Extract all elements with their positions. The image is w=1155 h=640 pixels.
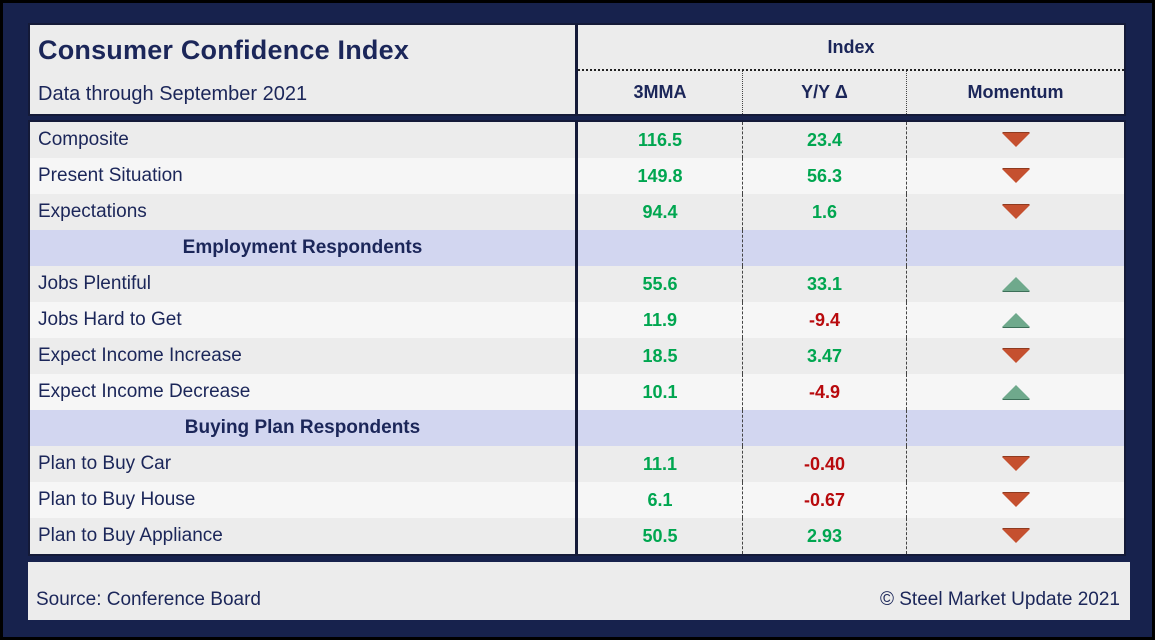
momentum-down-icon bbox=[1001, 169, 1030, 183]
value-yoy: 2.93 bbox=[742, 518, 906, 554]
momentum-up-icon bbox=[1001, 385, 1030, 399]
row-label: Expect Income Decrease bbox=[30, 374, 578, 410]
value-yoy: 1.6 bbox=[742, 194, 906, 230]
index-group-header: Index bbox=[578, 25, 1124, 71]
value-3mma: 10.1 bbox=[642, 381, 678, 402]
momentum-cell bbox=[906, 122, 1124, 158]
momentum-cell bbox=[906, 158, 1124, 194]
table-header: Consumer Confidence Index Data through S… bbox=[28, 23, 1126, 116]
consumer-confidence-table: Consumer Confidence Index Data through S… bbox=[28, 23, 1130, 620]
momentum-down-icon bbox=[1001, 349, 1030, 363]
section-row: Buying Plan Respondents bbox=[30, 410, 1124, 446]
momentum-cell bbox=[906, 338, 1124, 374]
value-yoy: -0.67 bbox=[742, 482, 906, 518]
momentum-cell bbox=[906, 518, 1124, 554]
value-yoy: -0.40 bbox=[742, 446, 906, 482]
table-row: Expect Income Increase 18.5 3.47 bbox=[30, 338, 1124, 374]
momentum-cell bbox=[906, 446, 1124, 482]
value-3mma: 11.9 bbox=[642, 309, 678, 330]
empty-cell bbox=[742, 410, 906, 446]
table-row: Plan to Buy Car 11.1 -0.40 bbox=[30, 446, 1124, 482]
momentum-cell bbox=[906, 482, 1124, 518]
value-3mma: 50.5 bbox=[642, 525, 678, 546]
momentum-down-icon bbox=[1001, 133, 1030, 147]
row-label: Plan to Buy Appliance bbox=[30, 518, 578, 554]
row-label: Expectations bbox=[30, 194, 578, 230]
momentum-cell bbox=[906, 374, 1124, 410]
page-subtitle: Data through September 2021 bbox=[38, 83, 308, 105]
row-label: Jobs Hard to Get bbox=[30, 302, 578, 338]
value-3mma: 116.5 bbox=[637, 129, 683, 150]
title-block: Consumer Confidence Index Data through S… bbox=[30, 25, 578, 114]
value-yoy: -9.4 bbox=[742, 302, 906, 338]
row-label: Composite bbox=[30, 122, 578, 158]
momentum-cell bbox=[906, 194, 1124, 230]
row-label: Plan to Buy House bbox=[30, 482, 578, 518]
table-row: Plan to Buy Appliance 50.5 2.93 bbox=[30, 518, 1124, 554]
empty-cell bbox=[578, 410, 742, 446]
table-row: Expectations 94.4 1.6 bbox=[30, 194, 1124, 230]
section-label: Employment Respondents bbox=[30, 230, 578, 266]
row-label: Plan to Buy Car bbox=[30, 446, 578, 482]
section-row: Employment Respondents bbox=[30, 230, 1124, 266]
empty-cell bbox=[742, 230, 906, 266]
momentum-cell bbox=[906, 266, 1124, 302]
row-label: Expect Income Increase bbox=[30, 338, 578, 374]
table-row: Expect Income Decrease 10.1 -4.9 bbox=[30, 374, 1124, 410]
section-label: Buying Plan Respondents bbox=[30, 410, 578, 446]
source-text: Source: Conference Board bbox=[36, 589, 261, 610]
page-title: Consumer Confidence Index bbox=[38, 35, 410, 65]
empty-cell bbox=[906, 230, 1124, 266]
table-row: Jobs Hard to Get 11.9 -9.4 bbox=[30, 302, 1124, 338]
momentum-down-icon bbox=[1001, 529, 1030, 543]
table-footer: Source: Conference Board © Steel Market … bbox=[28, 562, 1130, 620]
table-row: Composite 116.5 23.4 bbox=[30, 122, 1124, 158]
momentum-down-icon bbox=[1001, 457, 1030, 471]
momentum-cell bbox=[906, 302, 1124, 338]
value-3mma: 11.1 bbox=[642, 453, 678, 474]
value-yoy: 23.4 bbox=[742, 122, 906, 158]
table-row: Present Situation 149.8 56.3 bbox=[30, 158, 1124, 194]
row-label: Jobs Plentiful bbox=[30, 266, 578, 302]
value-3mma: 94.4 bbox=[642, 201, 678, 222]
value-3mma: 18.5 bbox=[642, 345, 678, 366]
value-yoy: 56.3 bbox=[742, 158, 906, 194]
row-label: Present Situation bbox=[30, 158, 578, 194]
momentum-up-icon bbox=[1001, 313, 1030, 327]
value-yoy: -4.9 bbox=[742, 374, 906, 410]
column-headers: 3MMA Y/Y Δ Momentum bbox=[578, 71, 1124, 114]
table-body: Composite 116.5 23.4 Present Situation 1… bbox=[28, 120, 1126, 556]
value-3mma: 149.8 bbox=[637, 165, 683, 186]
empty-cell bbox=[906, 410, 1124, 446]
table-row: Plan to Buy House 6.1 -0.67 bbox=[30, 482, 1124, 518]
value-3mma: 6.1 bbox=[647, 489, 673, 510]
copyright-text: © Steel Market Update 2021 bbox=[879, 589, 1120, 610]
momentum-up-icon bbox=[1001, 277, 1030, 291]
value-3mma: 55.6 bbox=[642, 273, 678, 294]
value-yoy: 3.47 bbox=[742, 338, 906, 374]
column-header-momentum: Momentum bbox=[906, 71, 1124, 114]
table-row: Jobs Plentiful 55.6 33.1 bbox=[30, 266, 1124, 302]
column-header-block: Index 3MMA Y/Y Δ Momentum bbox=[578, 25, 1124, 114]
momentum-down-icon bbox=[1001, 493, 1030, 507]
momentum-down-icon bbox=[1001, 205, 1030, 219]
empty-cell bbox=[578, 230, 742, 266]
column-header-3mma: 3MMA bbox=[633, 82, 687, 102]
column-header-yoy: Y/Y Δ bbox=[742, 71, 906, 114]
value-yoy: 33.1 bbox=[742, 266, 906, 302]
